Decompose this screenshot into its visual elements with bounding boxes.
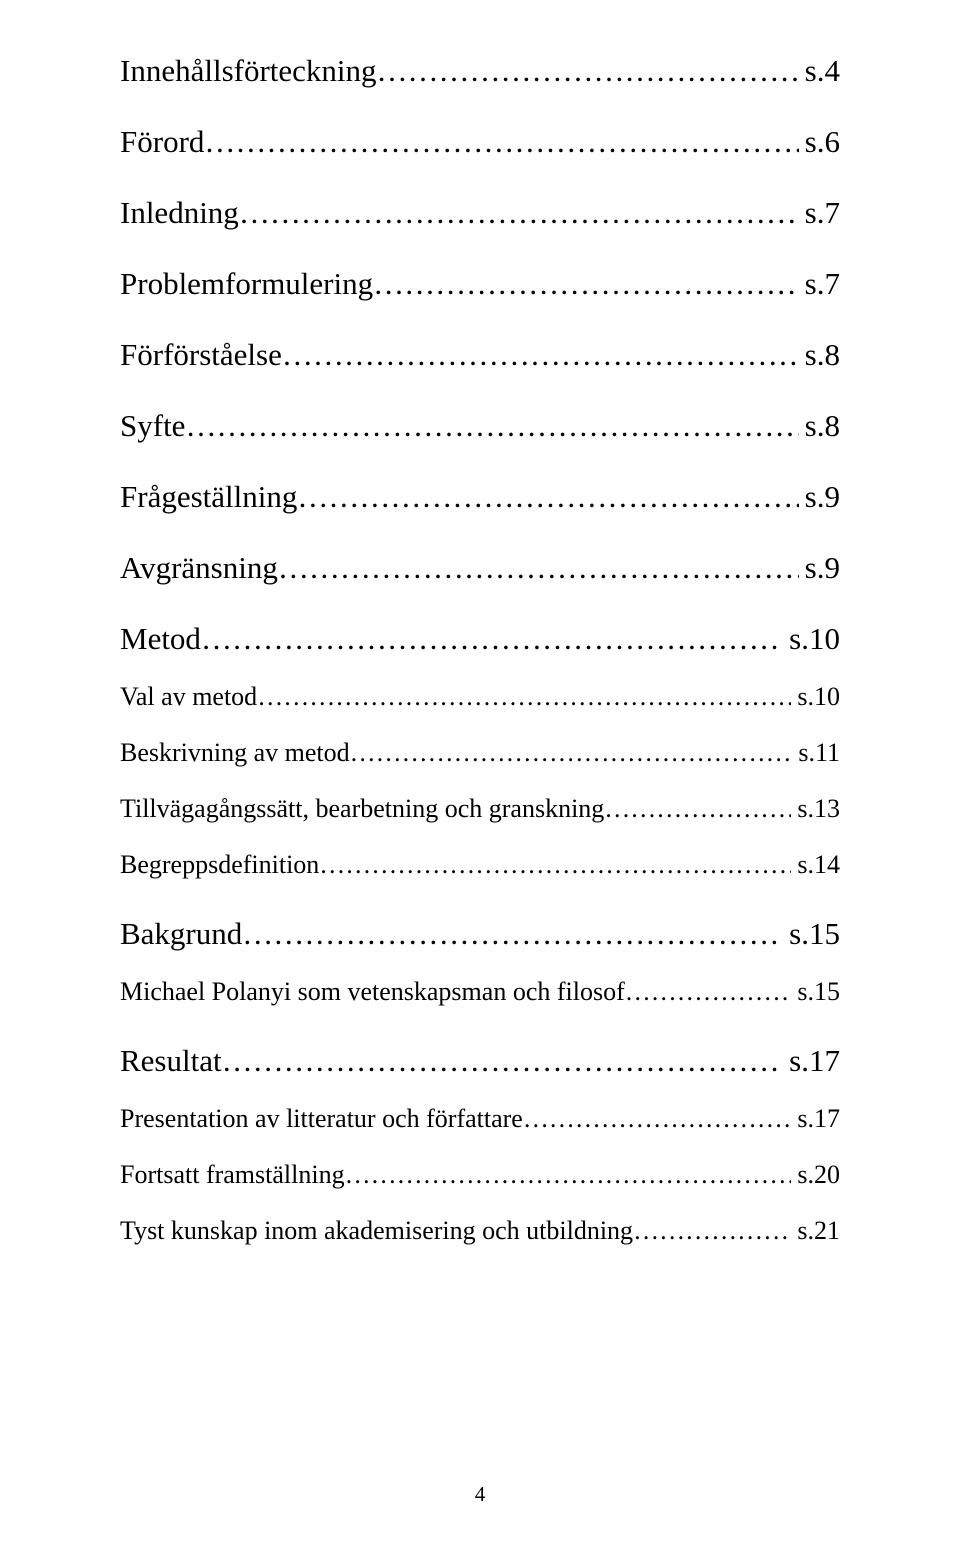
toc-entry: Michael Polanyi som vetenskapsman och fi… bbox=[120, 979, 840, 1005]
toc-page: s.17 bbox=[791, 1106, 840, 1132]
toc-entry: Presentation av litteratur och författar… bbox=[120, 1106, 840, 1132]
toc-page: s.10 bbox=[791, 684, 840, 710]
toc-page: s.7 bbox=[799, 268, 840, 299]
toc-leader bbox=[377, 55, 799, 86]
toc-page: s.17 bbox=[783, 1045, 840, 1076]
toc-label: Tyst kunskap inom akademisering och utbi… bbox=[120, 1218, 633, 1244]
toc-entry: Tyst kunskap inom akademisering och utbi… bbox=[120, 1218, 840, 1244]
toc-label: Syfte bbox=[120, 410, 185, 441]
toc-entry: Fortsatt framställning s.20 bbox=[120, 1162, 840, 1188]
toc-label: Avgränsning bbox=[120, 552, 278, 583]
toc-page: s.9 bbox=[799, 552, 840, 583]
toc-label: Michael Polanyi som vetenskapsman och fi… bbox=[120, 979, 625, 1005]
toc-page: s.14 bbox=[791, 852, 840, 878]
toc-entry: Innehållsförteckning s.4 bbox=[120, 55, 840, 86]
toc-leader bbox=[319, 852, 791, 878]
toc-label: Bakgrund bbox=[120, 918, 242, 949]
toc-leader bbox=[185, 410, 798, 441]
toc-leader bbox=[242, 918, 783, 949]
toc-label: Förord bbox=[120, 126, 204, 157]
toc-page: s.21 bbox=[791, 1218, 840, 1244]
toc-label: Inledning bbox=[120, 197, 239, 228]
toc-page: s.13 bbox=[791, 796, 840, 822]
toc-label: Tillvägagångssätt, bearbetning och grans… bbox=[120, 796, 604, 822]
toc-leader bbox=[239, 197, 799, 228]
toc-page: s.4 bbox=[799, 55, 840, 86]
toc-leader bbox=[222, 1045, 784, 1076]
toc-leader bbox=[278, 552, 799, 583]
toc-label: Presentation av litteratur och författar… bbox=[120, 1106, 523, 1132]
toc-leader bbox=[604, 796, 791, 822]
toc-leader bbox=[523, 1106, 792, 1132]
toc-entry: Metod s.10 bbox=[120, 623, 840, 654]
toc-page: s.11 bbox=[792, 740, 840, 766]
toc-entry: Val av metod s.10 bbox=[120, 684, 840, 710]
document-page: Innehållsförteckning s.4 Förord s.6 Inle… bbox=[0, 0, 960, 1552]
toc-leader bbox=[373, 268, 799, 299]
toc-label: Problemformulering bbox=[120, 268, 373, 299]
toc-entry: Tillvägagångssätt, bearbetning och grans… bbox=[120, 796, 840, 822]
toc-label: Resultat bbox=[120, 1045, 222, 1076]
toc-entry: Problemformulering s.7 bbox=[120, 268, 840, 299]
toc-entry: Syfte s.8 bbox=[120, 410, 840, 441]
toc-leader bbox=[257, 684, 791, 710]
toc-entry: Begreppsdefinition s.14 bbox=[120, 852, 840, 878]
toc-entry: Avgränsning s.9 bbox=[120, 552, 840, 583]
toc-label: Förförståelse bbox=[120, 339, 282, 370]
toc-label: Begreppsdefinition bbox=[120, 852, 319, 878]
toc-leader bbox=[297, 481, 798, 512]
toc-entry: Inledning s.7 bbox=[120, 197, 840, 228]
toc-entry: Resultat s.17 bbox=[120, 1045, 840, 1076]
toc-page: s.15 bbox=[783, 918, 840, 949]
toc-page: s.6 bbox=[799, 126, 840, 157]
toc-label: Beskrivning av metod bbox=[120, 740, 350, 766]
toc-page: s.10 bbox=[783, 623, 840, 654]
toc-leader bbox=[350, 740, 793, 766]
page-number: 4 bbox=[0, 1482, 960, 1507]
toc-entry: Frågeställning s.9 bbox=[120, 481, 840, 512]
toc-page: s.7 bbox=[799, 197, 840, 228]
toc-entry: Förord s.6 bbox=[120, 126, 840, 157]
toc-leader bbox=[633, 1218, 791, 1244]
toc-leader bbox=[282, 339, 799, 370]
toc-label: Metod bbox=[120, 623, 201, 654]
toc-label: Frågeställning bbox=[120, 481, 297, 512]
toc-entry: Förförståelse s.8 bbox=[120, 339, 840, 370]
toc-entry: Bakgrund s.15 bbox=[120, 918, 840, 949]
toc-page: s.20 bbox=[791, 1162, 840, 1188]
toc-page: s.15 bbox=[791, 979, 840, 1005]
toc-leader bbox=[201, 623, 783, 654]
toc-leader bbox=[625, 979, 792, 1005]
toc-page: s.9 bbox=[799, 481, 840, 512]
toc-leader bbox=[204, 126, 798, 157]
toc-page: s.8 bbox=[799, 339, 840, 370]
toc-entry: Beskrivning av metod s.11 bbox=[120, 740, 840, 766]
toc-label: Innehållsförteckning bbox=[120, 55, 377, 86]
toc-page: s.8 bbox=[799, 410, 840, 441]
toc-label: Val av metod bbox=[120, 684, 257, 710]
toc-label: Fortsatt framställning bbox=[120, 1162, 345, 1188]
toc-leader bbox=[345, 1162, 792, 1188]
